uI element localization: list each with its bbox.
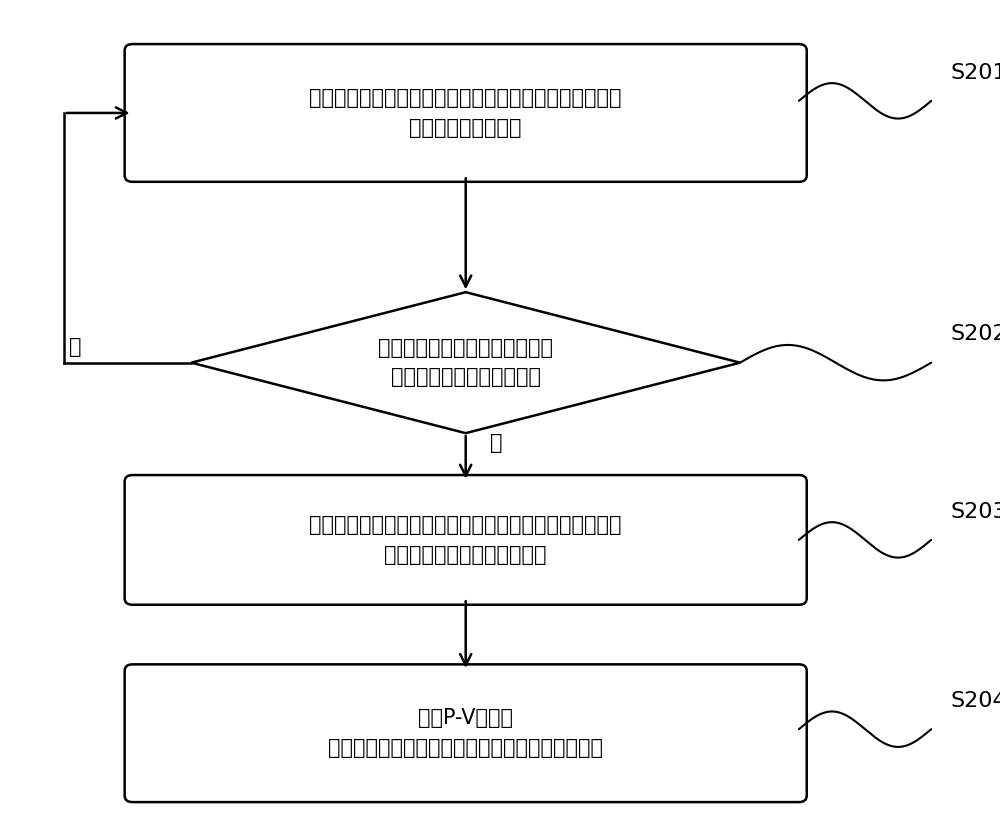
Text: 生成P-V曲线，
获得静态电压稳定的功率极限值和电压临界值信息: 生成P-V曲线， 获得静态电压稳定的功率极限值和电压临界值信息 [328,709,603,758]
FancyBboxPatch shape [125,44,807,182]
Text: S201: S201 [951,62,1000,83]
Text: 检测已得到的初始过渡运行状态
判断是否达到预设切换条件: 检测已得到的初始过渡运行状态 判断是否达到预设切换条件 [378,338,553,387]
Text: 否: 否 [69,336,81,357]
Text: 构建连续潮流法对应的扩展潮流方程，求解扩展潮流方程
得到系统的稳定过渡运行状态: 构建连续潮流法对应的扩展潮流方程，求解扩展潮流方程 得到系统的稳定过渡运行状态 [309,515,622,565]
Text: S203: S203 [951,501,1000,522]
FancyBboxPatch shape [125,664,807,802]
Polygon shape [191,292,740,433]
Text: 构建直接潮流法对应的潮流方程，求解潮流方程得到系统
的初始过渡运行状态: 构建直接潮流法对应的潮流方程，求解潮流方程得到系统 的初始过渡运行状态 [309,88,622,138]
Text: 是: 是 [490,433,503,453]
FancyBboxPatch shape [125,475,807,605]
Text: S204: S204 [951,691,1000,711]
Text: S202: S202 [951,325,1000,344]
